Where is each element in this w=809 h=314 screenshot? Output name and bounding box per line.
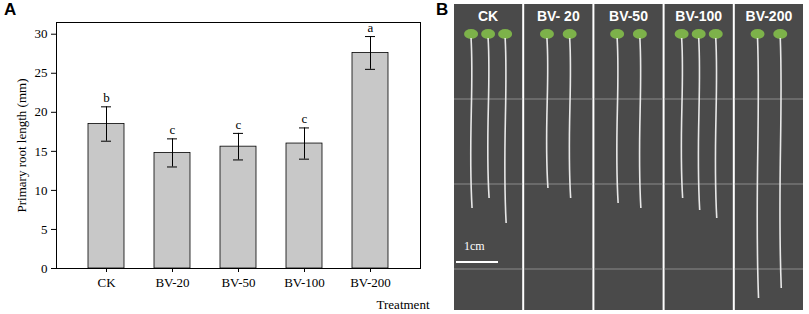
svg-text:Treatment: Treatment: [377, 297, 430, 312]
svg-text:20: 20: [35, 104, 48, 119]
svg-text:CK: CK: [478, 8, 498, 24]
svg-text:BV-200: BV-200: [746, 8, 793, 24]
svg-text:5: 5: [41, 222, 48, 237]
svg-text:BV-20: BV-20: [155, 275, 189, 290]
svg-text:b: b: [103, 90, 110, 105]
svg-text:25: 25: [35, 65, 48, 80]
svg-text:BV-50: BV-50: [609, 8, 648, 24]
svg-text:CK: CK: [97, 275, 116, 290]
html-text:B: B: [436, 0, 449, 19]
svg-text:c: c: [302, 111, 308, 126]
svg-text:15: 15: [35, 144, 48, 159]
svg-text:BV-100: BV-100: [675, 8, 722, 24]
svg-text:BV-50: BV-50: [221, 275, 255, 290]
svg-text:Primary root length (mm): Primary root length (mm): [14, 79, 29, 213]
svg-text:BV-100: BV-100: [284, 275, 325, 290]
svg-text:BV- 20: BV- 20: [537, 8, 580, 24]
svg-text:c: c: [236, 117, 242, 132]
svg-text:10: 10: [35, 183, 48, 198]
html-text:A: A: [4, 0, 17, 19]
svg-text:a: a: [368, 20, 374, 35]
svg-text:c: c: [170, 122, 176, 137]
svg-text:0: 0: [41, 261, 48, 276]
svg-text:1cm: 1cm: [464, 239, 485, 253]
svg-text:BV-200: BV-200: [350, 275, 391, 290]
svg-text:30: 30: [35, 26, 48, 41]
